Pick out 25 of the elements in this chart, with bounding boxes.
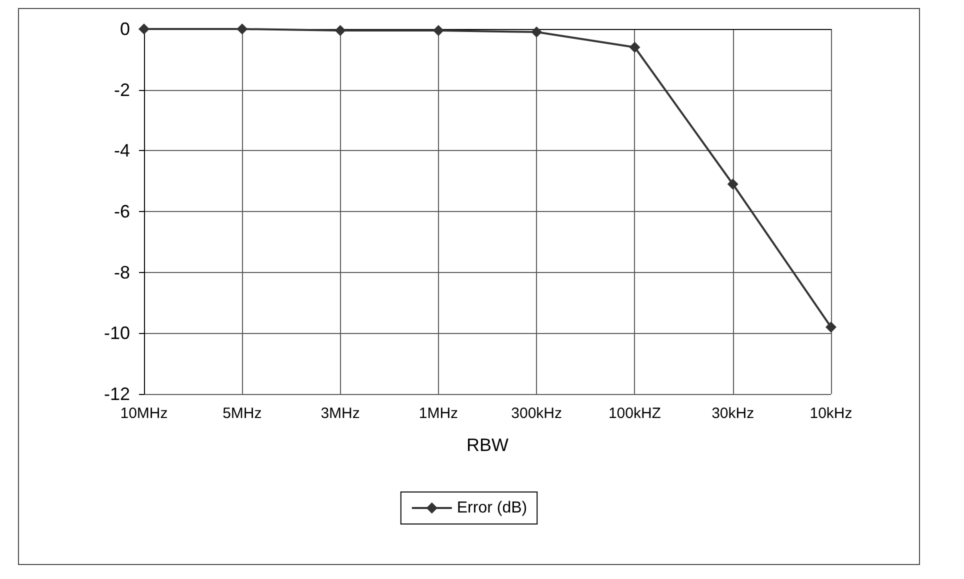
y-tick-label: -6: [114, 202, 130, 222]
x-tick-label: 10MHz: [120, 405, 168, 422]
y-tick-label: -8: [114, 262, 130, 282]
point: [826, 322, 836, 333]
x-tick-label: 30kHz: [712, 405, 754, 422]
y-tick-label: -4: [114, 140, 130, 161]
y-tick-label: -2: [114, 80, 130, 100]
y-tick-label: 0: [120, 19, 130, 39]
legend-label: Error (dB): [456, 500, 528, 516]
point: [236, 24, 248, 34]
x-axis-title: RBW: [466, 435, 509, 455]
x-tick-label: 10kHz: [810, 405, 852, 422]
y-tick-label: -10: [104, 323, 130, 344]
x-tick-label: 1MHz: [418, 405, 458, 422]
point: [727, 178, 738, 190]
point: [629, 42, 640, 53]
y-tick-label: -12: [104, 384, 130, 404]
point: [138, 24, 150, 34]
point: [531, 26, 542, 38]
x-tick-label: 100kHZ: [608, 405, 661, 422]
x-tick-label: 5MHz: [222, 405, 262, 422]
x-tick-label: 3MHz: [320, 405, 360, 422]
point: [334, 25, 346, 36]
point: [432, 25, 444, 36]
x-tick-label: 300kHz: [511, 405, 562, 422]
